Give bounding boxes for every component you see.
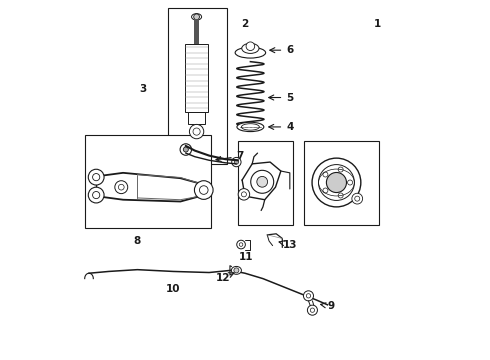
Text: 8: 8 (134, 236, 141, 246)
Ellipse shape (231, 266, 242, 274)
Circle shape (93, 192, 100, 199)
Circle shape (251, 170, 274, 193)
Bar (304, 140, 379, 225)
Ellipse shape (242, 43, 259, 53)
Circle shape (312, 158, 361, 207)
Circle shape (239, 243, 243, 246)
Text: 6: 6 (270, 45, 294, 55)
Bar (85, 135, 211, 228)
Text: 5: 5 (269, 93, 294, 103)
Circle shape (347, 180, 353, 185)
Circle shape (234, 268, 239, 273)
Circle shape (237, 240, 245, 249)
Circle shape (190, 125, 204, 139)
Circle shape (193, 128, 200, 135)
Bar (238, 140, 294, 225)
Bar (168, 8, 227, 164)
Text: 2: 2 (242, 19, 248, 29)
Circle shape (246, 42, 255, 50)
Text: 12: 12 (216, 273, 234, 283)
Bar (195, 19, 199, 44)
Circle shape (257, 176, 268, 187)
Circle shape (355, 196, 360, 201)
Ellipse shape (235, 47, 266, 58)
Circle shape (352, 193, 363, 204)
Text: 7: 7 (216, 151, 244, 162)
Circle shape (238, 189, 250, 200)
Text: 4: 4 (269, 122, 294, 132)
Circle shape (88, 187, 104, 203)
Text: 11: 11 (239, 252, 253, 262)
Text: 3: 3 (139, 84, 147, 94)
Bar (185, 44, 208, 112)
Circle shape (199, 186, 208, 194)
Ellipse shape (192, 14, 201, 20)
Circle shape (326, 172, 346, 193)
Text: 10: 10 (166, 284, 180, 294)
Ellipse shape (242, 124, 259, 130)
Circle shape (232, 157, 241, 167)
Circle shape (323, 188, 328, 193)
Circle shape (119, 184, 124, 190)
Circle shape (310, 308, 315, 312)
Circle shape (306, 294, 311, 298)
Text: 13: 13 (279, 239, 297, 249)
Circle shape (88, 169, 104, 185)
Circle shape (318, 165, 354, 201)
Circle shape (194, 14, 199, 20)
Circle shape (338, 167, 343, 172)
Circle shape (303, 291, 314, 301)
Circle shape (307, 305, 318, 315)
Circle shape (323, 172, 328, 177)
Circle shape (338, 193, 343, 198)
Circle shape (115, 181, 128, 194)
Circle shape (93, 174, 100, 181)
Circle shape (234, 160, 239, 164)
Circle shape (195, 181, 213, 199)
Circle shape (180, 144, 192, 155)
Bar (188, 112, 205, 125)
Circle shape (242, 192, 246, 197)
Ellipse shape (237, 122, 264, 132)
Text: 9: 9 (320, 301, 335, 311)
Circle shape (183, 147, 188, 152)
Text: 1: 1 (374, 19, 381, 29)
